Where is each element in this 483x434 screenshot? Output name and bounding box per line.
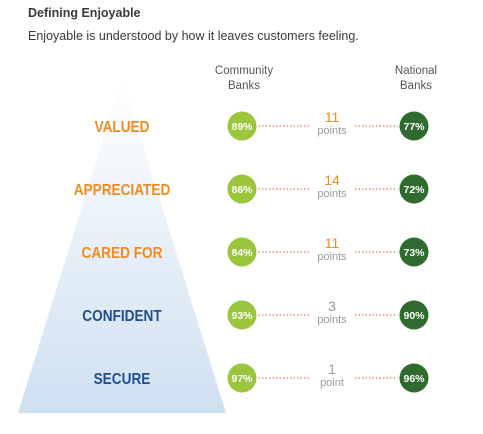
community-value: 84%: [231, 247, 253, 259]
national-circle: [399, 237, 429, 267]
national-value: 73%: [403, 247, 425, 259]
column-header-community-line1: Community: [214, 65, 274, 77]
chart-subtitle: Enjoyable is understood by how it leaves…: [28, 29, 359, 43]
gap-unit: points: [317, 251, 347, 263]
national-circle: [399, 300, 429, 330]
gap-number: 3: [328, 298, 336, 314]
chart-title: Defining Enjoyable: [28, 6, 141, 20]
column-header-community-line2: Banks: [228, 80, 260, 92]
gap-unit: points: [317, 314, 347, 326]
national-value: 77%: [403, 121, 425, 133]
national-value: 96%: [403, 373, 425, 385]
category-label: VALUED: [95, 119, 150, 136]
category-label: CONFIDENT: [82, 308, 162, 325]
column-header-community: Community Banks: [199, 64, 289, 94]
community-circle: [227, 363, 257, 393]
national-value: 72%: [403, 184, 425, 196]
gap-unit: point: [320, 377, 344, 389]
national-circle: [399, 174, 429, 204]
national-circle: [399, 363, 429, 393]
community-value: 86%: [231, 184, 253, 196]
column-header-national-line2: Banks: [400, 80, 432, 92]
gap-number: 14: [324, 172, 340, 188]
gap-number: 11: [325, 235, 340, 251]
national-circle: [399, 111, 429, 141]
community-value: 89%: [231, 121, 253, 133]
category-label: SECURE: [94, 371, 151, 388]
column-header-national: National Banks: [371, 64, 461, 94]
community-value: 97%: [231, 373, 253, 385]
community-circle: [227, 237, 257, 267]
category-label: APPRECIATED: [74, 182, 171, 199]
community-value: 93%: [231, 310, 253, 322]
column-header-national-line1: National: [394, 65, 438, 77]
category-label: CARED FOR: [82, 245, 163, 262]
pyramid-shape: [18, 78, 226, 413]
community-circle: [227, 111, 257, 141]
gap-number: 11: [325, 109, 340, 125]
gap-unit: points: [317, 125, 347, 137]
national-value: 90%: [403, 310, 425, 322]
gap-unit: points: [317, 188, 347, 200]
community-circle: [227, 300, 257, 330]
gap-number: 1: [328, 361, 336, 377]
community-circle: [227, 174, 257, 204]
